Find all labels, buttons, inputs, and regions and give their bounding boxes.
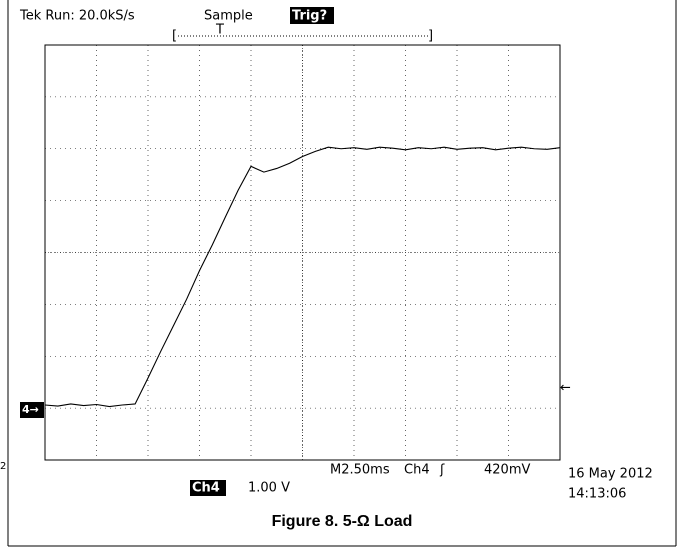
trigger-pos: T bbox=[215, 23, 224, 38]
timebase: M2.50ms bbox=[330, 463, 390, 478]
trigger-channel: Ch4 bbox=[404, 463, 430, 478]
status: Tek Run: 20.0kS/s bbox=[19, 9, 135, 24]
edge: ʃ bbox=[439, 463, 445, 478]
trigger-arrow: ← bbox=[560, 381, 571, 396]
scale: 1.00 V bbox=[248, 481, 290, 496]
trace bbox=[44, 146, 561, 408]
grid bbox=[45, 45, 560, 460]
caption: Figure 8. 5-Ω Load bbox=[272, 513, 413, 530]
mode: Sample bbox=[204, 9, 253, 24]
time: 14:13:06 bbox=[568, 487, 626, 502]
trigger: Trig? bbox=[292, 9, 327, 24]
side-text: 2 bbox=[0, 461, 6, 472]
trig-box bbox=[290, 7, 334, 24]
ground-marker: 4→ bbox=[22, 403, 39, 416]
ground-box bbox=[20, 402, 44, 418]
bracket: [ bbox=[172, 29, 177, 44]
date: 16 May 2012 bbox=[568, 467, 653, 482]
bracket: ] bbox=[428, 29, 433, 44]
channel-box bbox=[190, 480, 226, 496]
channel: Ch4 bbox=[192, 481, 220, 496]
trigger-level: 420mV bbox=[484, 463, 530, 478]
